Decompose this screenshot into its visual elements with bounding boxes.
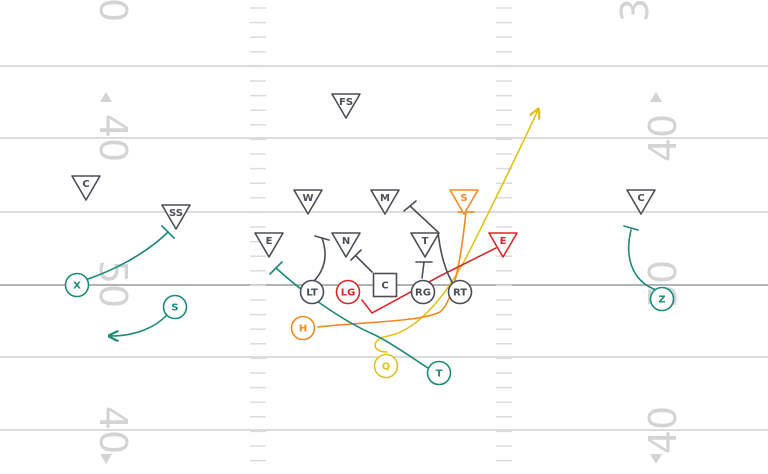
defender-w[interactable]: W (293, 189, 323, 215)
player-label: LG (341, 288, 356, 299)
player-label: M (380, 193, 390, 204)
player-lg[interactable]: LG (335, 279, 361, 305)
block-rg-t (421, 261, 425, 279)
block-tick (161, 225, 175, 239)
player-lt[interactable]: LT (299, 279, 325, 305)
yard-number-bottom-left: 40 (91, 406, 135, 454)
route-s (110, 313, 169, 336)
player-label: H (299, 324, 307, 335)
defender-e-left[interactable]: E (254, 232, 284, 258)
block-tick (269, 261, 283, 275)
offense: LT LG C RG RT X S H (64, 272, 675, 386)
defender-c-right[interactable]: C (626, 189, 656, 215)
defender-e-right[interactable]: E (488, 232, 518, 258)
block-tick (623, 225, 639, 231)
defense: FS C SS W M S C E (71, 93, 656, 258)
player-label: SS (169, 208, 183, 219)
defender-n[interactable]: N (331, 232, 361, 258)
block-tick (314, 235, 330, 241)
player-z[interactable]: Z (649, 286, 675, 312)
player-label: S (171, 303, 178, 314)
route-lg (361, 247, 497, 315)
route-t (275, 267, 429, 369)
direction-arrow-icon (100, 92, 112, 102)
player-q[interactable]: Q (373, 353, 399, 379)
route-x (87, 231, 169, 280)
yard-number-upper-left: 40 (91, 114, 135, 162)
yard-number-top-left: 40 (91, 0, 135, 22)
player-c[interactable]: C (372, 272, 398, 298)
player-label: RT (453, 288, 467, 299)
player-label: Z (658, 295, 665, 306)
defender-c-left[interactable]: C (71, 175, 101, 201)
direction-arrow-icon (650, 92, 662, 102)
yard-number-upper-right: 40 (641, 114, 685, 162)
player-label: E (500, 236, 507, 247)
defender-t[interactable]: T (410, 232, 440, 258)
defender-s[interactable]: S (449, 189, 479, 215)
player-x[interactable]: X (64, 272, 90, 298)
player-label: S (460, 193, 467, 204)
player-t[interactable]: T (426, 360, 452, 386)
player-s[interactable]: S (162, 294, 188, 320)
yard-number-bottom-right: 40 (641, 406, 685, 454)
player-label: C (637, 193, 644, 204)
player-label: LT (306, 288, 318, 299)
player-label: X (73, 281, 81, 292)
route-h (317, 211, 467, 328)
player-rg[interactable]: RG (410, 279, 436, 305)
player-label: RG (415, 288, 431, 299)
defender-fs[interactable]: FS (331, 93, 361, 119)
routes (87, 110, 657, 369)
player-rt[interactable]: RT (447, 279, 473, 305)
player-h[interactable]: H (290, 315, 316, 341)
yard-numbers: 40 30 40 40 50 50 40 40 (91, 0, 685, 464)
player-label: W (302, 193, 313, 204)
player-label: FS (339, 97, 353, 108)
player-label: C (82, 179, 89, 190)
route-q (374, 110, 538, 353)
direction-arrow-icon (100, 454, 112, 464)
player-label: E (266, 236, 273, 247)
block-c-n (355, 255, 373, 273)
block-rt-m (409, 205, 453, 283)
yard-number-mid-left: 50 (91, 260, 135, 308)
player-label: T (422, 236, 429, 247)
route-z (627, 229, 657, 291)
player-label: C (381, 281, 388, 292)
block-lt-w (312, 237, 326, 283)
direction-arrow-icon (650, 454, 662, 464)
block-tick (350, 249, 362, 261)
yard-number-top-right: 30 (613, 0, 657, 22)
player-label: T (436, 369, 443, 380)
player-label: N (342, 236, 350, 247)
player-label: Q (382, 362, 391, 373)
defender-ss[interactable]: SS (161, 204, 191, 230)
block-tick (403, 200, 417, 212)
hash-marks (250, 7, 512, 462)
defender-m[interactable]: M (370, 189, 400, 215)
